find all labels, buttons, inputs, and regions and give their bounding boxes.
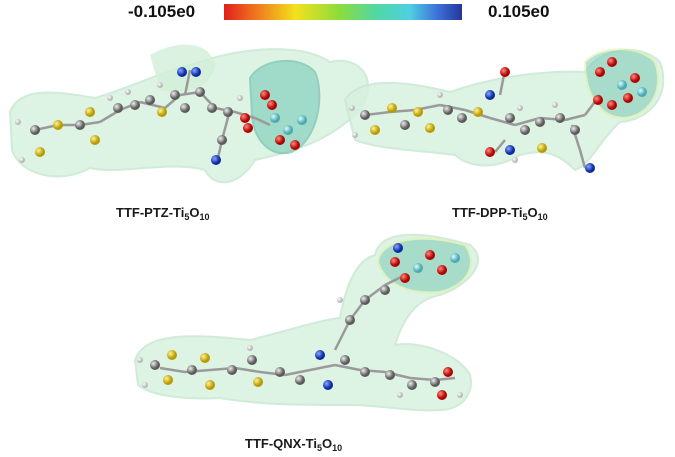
molecule-ttf-ptz: [8, 44, 370, 184]
molecule-label-ttf-ptz: TTF-PTZ-Ti5O10: [116, 205, 210, 222]
molecule-ttf-dpp: [343, 48, 665, 173]
colorbar-min-label: -0.105e0: [128, 2, 196, 21]
molecule-label-ttf-dpp: TTF-DPP-Ti5O10: [452, 205, 548, 222]
molecule-ttf-qnx: [133, 233, 480, 412]
esp-colorbar: [224, 4, 462, 20]
molecule-label-ttf-qnx: TTF-QNX-Ti5O10: [245, 436, 343, 453]
colorbar-max-label: 0.105e0: [488, 2, 550, 21]
